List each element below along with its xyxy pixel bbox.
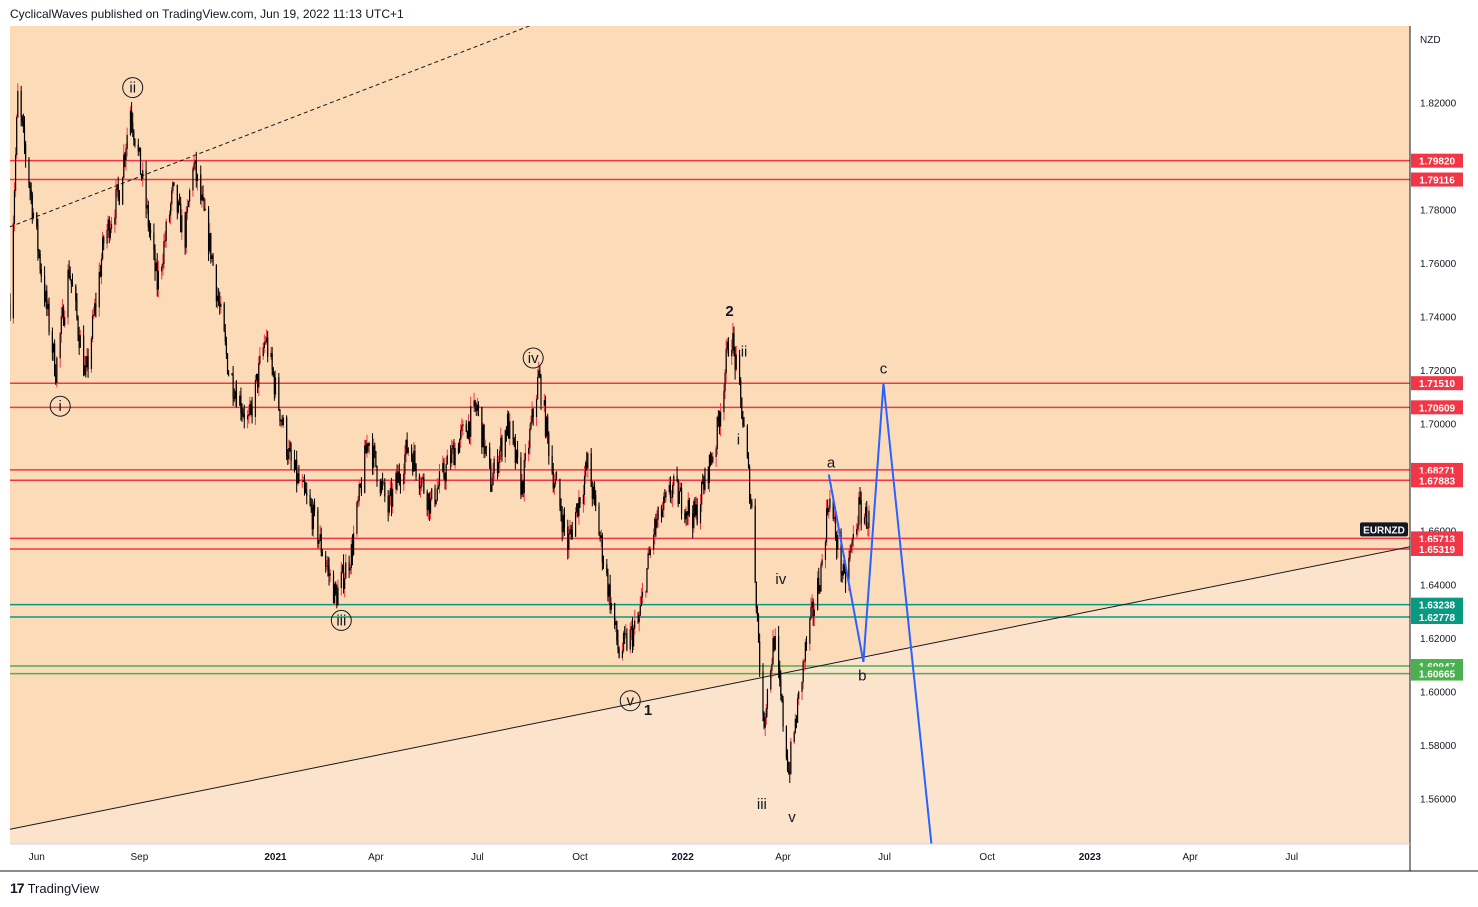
time-tick-label: Jul [878,852,891,863]
price-tick-label: 1.74000 [1420,313,1457,324]
price-tag [1411,376,1463,391]
abc-projection [827,383,933,844]
price-tag [1411,172,1463,187]
symbol-tag-label: EURNZD [1363,525,1405,536]
price-tag-label: 1.65319 [1419,545,1456,556]
channel-line [10,546,1410,830]
time-tick-label: Apr [775,852,791,863]
price-tags: 1.79820 1.79116 1.71510 1.70609 1.682711.678… [1360,153,1463,681]
dashed-trend-line [10,26,531,228]
wave-circle [619,690,641,712]
price-tick-label: 1.78000 [1420,205,1457,216]
symbol-tag [1360,522,1408,537]
price-tag [1411,531,1463,546]
price-tick-label: 1.58000 [1420,741,1457,752]
time-tick-label: 2023 [1079,852,1102,863]
footer-brand-name: TradingView [27,880,100,896]
price-tick-label: 1.70000 [1420,420,1457,431]
trend-lines [10,26,1410,830]
projection-path [827,383,933,844]
price-tag-label: 1.79820 [1419,157,1456,168]
time-tick-label: Oct [979,852,995,863]
price-axis[interactable]: 1.82000 1.78000 1.76000 1.74000 1.72000 1.700… [1420,98,1457,805]
price-tag [1411,666,1463,681]
price-tag [1411,400,1463,415]
wave-label: iii [336,612,346,629]
wave-label: ii [741,343,748,360]
price-tag-label: 1.79116 [1419,176,1455,187]
price-tag-label: 1.68271 [1419,466,1456,477]
wave-circle [49,395,71,417]
currency-label: NZD [1420,35,1441,46]
price-tag-label: 1.70609 [1419,403,1456,414]
time-tick-label: Sep [131,852,149,863]
price-tag [1411,473,1463,488]
wave-label: iv [528,350,539,367]
wave-label: 2 [725,303,733,320]
price-tag-label: 1.60665 [1419,670,1456,681]
price-tag [1411,541,1463,556]
time-tick-label: Jul [1285,852,1298,863]
time-tick-label: Oct [572,852,588,863]
price-tag-label: 1.67883 [1419,476,1456,487]
footer-brand: 17 TradingView [10,880,99,896]
channel-zone-upper [10,26,1410,830]
wave-label: c [880,361,888,378]
price-tag [1411,153,1463,168]
price-tick-label: 1.82000 [1420,98,1457,109]
wave-label: b [858,667,866,684]
wave-circle [330,609,352,631]
wave-label: i [737,432,740,449]
price-tag [1411,597,1463,612]
price-tag-label: 1.63238 [1419,601,1456,612]
time-tick-label: 2022 [672,852,695,863]
time-tick-label: Apr [1182,852,1198,863]
publisher-header: CyclicalWaves published on TradingView.c… [10,7,404,21]
channel-zone-lower [10,546,1410,844]
time-tick-label: Jun [29,852,45,863]
wave-label: iv [775,571,786,588]
wave-label: v [788,809,796,826]
price-tick-label: 1.56000 [1420,794,1457,805]
time-tick-label: 2021 [264,852,287,863]
price-tick-label: 1.72000 [1420,366,1457,377]
wave-circle [122,77,144,99]
time-tick-label: Jul [471,852,484,863]
price-tag-label: 1.65713 [1419,534,1456,545]
price-tick-label: 1.60000 [1420,687,1457,698]
time-axis[interactable]: Jun Sep 2021 Apr Jul Oct 2022 Apr Jul Oct 2023 Apr J… [29,852,1298,863]
wave-label: a [827,454,836,471]
price-tick-label: 1.76000 [1420,259,1457,270]
wave-label: iii [757,796,767,813]
wave-label: 1 [644,702,652,719]
wave-label: i [59,398,62,415]
tradingview-logo-icon: 17 [10,880,25,896]
price-tag-label: 1.71510 [1419,379,1456,390]
time-tick-label: Apr [368,852,384,863]
price-tag-label: 1.62778 [1419,613,1456,624]
wave-label: v [626,693,634,710]
wave-label: ii [129,80,136,97]
wave-circle [522,347,544,369]
price-tick-label: 1.64000 [1420,580,1457,591]
price-tag [1411,609,1463,624]
price-tick-label: 1.62000 [1420,634,1457,645]
